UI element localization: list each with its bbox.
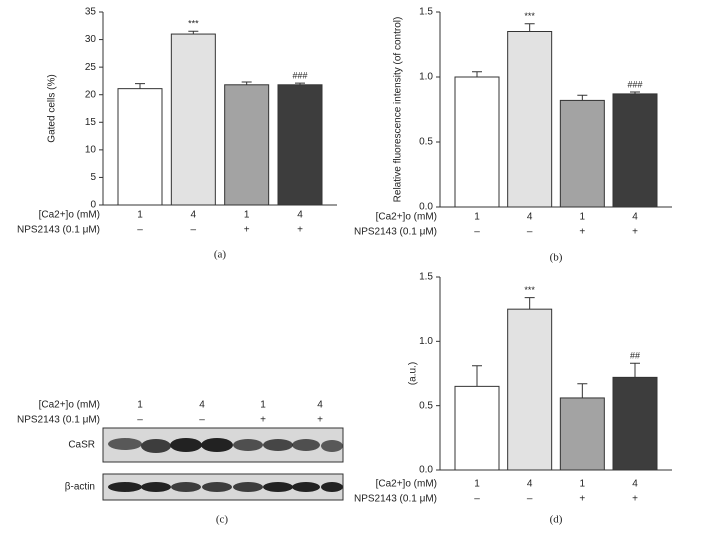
panel-label: (a) [214, 249, 227, 261]
row-value: + [632, 227, 638, 238]
row-value: – [527, 494, 533, 505]
row-value: + [260, 415, 266, 426]
error-bar [135, 83, 145, 89]
y-tick-label: 1.0 [419, 336, 433, 347]
row-value: 4 [632, 479, 638, 490]
row-value: + [244, 225, 250, 236]
bar [612, 376, 658, 471]
significance: *** [524, 11, 535, 21]
error-bar [577, 94, 588, 101]
y-tick-label: 30 [85, 34, 97, 45]
row-label: [Ca2+]o (mM) [39, 400, 100, 411]
significance: *** [188, 19, 199, 29]
row-value: + [317, 415, 323, 426]
bar [507, 308, 553, 471]
error-bar [295, 82, 305, 85]
y-axis-label: Gated cells (%) [47, 74, 58, 142]
row-value: 4 [297, 210, 303, 221]
row-value: 4 [632, 212, 638, 223]
row-value: + [579, 227, 585, 238]
y-axis-label: (a.u.) [408, 362, 419, 385]
error-bar [524, 23, 535, 32]
error-bar [472, 365, 482, 387]
y-tick-label: 10 [85, 144, 97, 155]
row-value: 4 [317, 400, 323, 411]
row-value: – [199, 415, 205, 426]
bar [277, 84, 323, 206]
error-bar [630, 91, 640, 94]
y-tick-label: 0.5 [419, 137, 433, 148]
bar [454, 385, 500, 471]
band-label: β-actin [65, 482, 95, 493]
bar [117, 88, 163, 206]
significance: ### [627, 79, 642, 89]
y-tick-label: 0 [90, 200, 96, 211]
panel-label: (b) [550, 252, 563, 264]
blot-panel: CaSR β-actin (c) [65, 427, 344, 526]
y-tick-label: 25 [85, 62, 97, 73]
row-label: NPS2143 (0.1 μM) [354, 494, 437, 505]
error-bar [524, 297, 535, 310]
bar [559, 99, 605, 208]
panel-label: (c) [216, 514, 229, 526]
bar [170, 33, 216, 206]
error-bar [472, 71, 482, 77]
row-value: – [474, 227, 480, 238]
error-bar [241, 81, 252, 85]
error-bar [577, 383, 588, 398]
error-bar [188, 30, 199, 35]
y-tick-label: 0.0 [419, 465, 433, 476]
y-tick-label: 5 [90, 172, 96, 183]
row-value: – [474, 494, 480, 505]
row-value: 4 [527, 212, 533, 223]
row-label: [Ca2+]o (mM) [39, 210, 100, 221]
row-value: 1 [474, 479, 480, 490]
row-value: – [191, 225, 197, 236]
row-label: [Ca2+]o (mM) [376, 479, 437, 490]
row-value: 1 [580, 212, 586, 223]
y-tick-label: 15 [85, 117, 97, 128]
row-value: 1 [474, 212, 480, 223]
y-tick-label: 1.0 [419, 72, 433, 83]
row-value: + [579, 494, 585, 505]
row-value: – [527, 227, 533, 238]
band-label: CaSR [68, 440, 95, 451]
bar [559, 397, 605, 471]
bar [507, 31, 553, 208]
row-value: 1 [580, 479, 586, 490]
row-label: NPS2143 (0.1 μM) [17, 225, 100, 236]
y-tick-label: 35 [85, 7, 97, 18]
row-value: 4 [527, 479, 533, 490]
bar [454, 76, 500, 208]
row-value: – [137, 415, 143, 426]
bar [612, 93, 658, 208]
row-value: – [137, 225, 143, 236]
row-label: [Ca2+]o (mM) [376, 212, 437, 223]
row-value: 1 [260, 400, 266, 411]
blot-bands [108, 438, 343, 492]
y-axis-label: Relative fluorescence intensity (of cont… [393, 17, 404, 203]
row-value: 1 [137, 400, 143, 411]
row-value: 4 [199, 400, 205, 411]
y-tick-label: 0.0 [419, 202, 433, 213]
y-tick-label: 0.5 [419, 400, 433, 411]
row-value: + [297, 225, 303, 236]
panel-label: (d) [550, 514, 563, 526]
row-value: 1 [137, 210, 143, 221]
significance: ## [630, 351, 640, 361]
significance: ### [292, 71, 307, 81]
significance: *** [524, 285, 535, 295]
error-bar [630, 362, 640, 378]
row-value: 1 [244, 210, 250, 221]
y-tick-label: 1.5 [419, 7, 433, 18]
row-value: + [632, 494, 638, 505]
y-tick-label: 20 [85, 89, 97, 100]
y-tick-label: 1.5 [419, 272, 433, 283]
row-label: NPS2143 (0.1 μM) [17, 415, 100, 426]
bar [224, 84, 270, 206]
row-label: NPS2143 (0.1 μM) [354, 227, 437, 238]
row-value: 4 [191, 210, 197, 221]
